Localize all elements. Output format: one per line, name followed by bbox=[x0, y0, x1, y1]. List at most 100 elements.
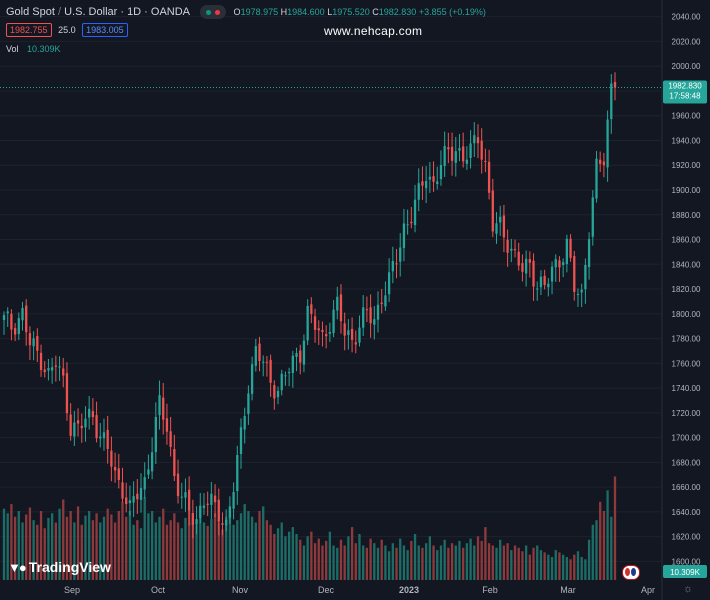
volume-bar bbox=[173, 513, 176, 580]
y-tick-label: 1720.00 bbox=[672, 409, 701, 418]
volume-bar bbox=[365, 547, 369, 580]
country-flag-icon[interactable] bbox=[622, 565, 640, 580]
candle-body bbox=[110, 450, 113, 467]
volume-bar bbox=[43, 528, 46, 580]
volume-bar bbox=[291, 527, 294, 580]
volume-bar bbox=[476, 536, 480, 580]
volume-bar bbox=[591, 524, 594, 580]
tradingview-logo[interactable]: ▼● TradingView bbox=[8, 559, 111, 575]
y-tick-label: 1820.00 bbox=[672, 285, 701, 294]
time-axis[interactable]: Sep Oct Nov Dec 2023 Feb Mar Apr bbox=[64, 585, 655, 595]
volume-bar bbox=[458, 540, 461, 580]
candle-body bbox=[473, 135, 476, 144]
candle-body bbox=[262, 361, 265, 363]
candle-body bbox=[417, 183, 420, 200]
candle-body bbox=[276, 390, 280, 398]
candle-body bbox=[2, 315, 6, 320]
volume-bar bbox=[524, 545, 528, 580]
volume-legend[interactable]: Vol 10.309K bbox=[6, 44, 61, 54]
volume-bar bbox=[225, 516, 228, 580]
volume-bar bbox=[106, 508, 109, 580]
volume-bar bbox=[587, 539, 591, 580]
settings-gear-icon[interactable]: ☼ bbox=[683, 583, 694, 595]
volume-bar bbox=[432, 545, 435, 580]
symbol-name[interactable]: Gold Spot bbox=[6, 5, 55, 18]
volume-bar bbox=[599, 501, 602, 580]
candle-body bbox=[421, 181, 424, 186]
y-tick-label: 1700.00 bbox=[672, 434, 701, 443]
candle-body bbox=[25, 305, 28, 333]
symbol-quote[interactable]: U.S. Dollar · 1D · OANDA bbox=[64, 5, 190, 18]
candle-body bbox=[365, 309, 369, 311]
volume-bar bbox=[350, 527, 354, 580]
volume-bar bbox=[332, 545, 335, 580]
y-tick-label: 2020.00 bbox=[672, 37, 701, 46]
volume-bar bbox=[380, 539, 383, 580]
volume-bar bbox=[610, 516, 613, 580]
last-price-label: 1982.830 17:58:48 bbox=[663, 80, 707, 104]
x-tick-label: Feb bbox=[482, 585, 498, 595]
candle-body bbox=[343, 323, 346, 336]
y-tick-label: 1920.00 bbox=[672, 161, 701, 170]
volume-bar bbox=[217, 522, 220, 580]
volume-bar bbox=[176, 522, 180, 580]
volume-bar bbox=[99, 522, 102, 580]
y-tick-label: 1620.00 bbox=[672, 533, 701, 542]
candle-body bbox=[243, 416, 246, 430]
candle-body bbox=[310, 304, 313, 314]
volume-bar bbox=[143, 497, 146, 580]
volume-bar bbox=[47, 517, 50, 580]
volume-bar bbox=[139, 528, 143, 580]
candle-body bbox=[469, 143, 472, 158]
volume-bar bbox=[2, 508, 6, 580]
candle-body bbox=[595, 158, 598, 199]
volume-bar bbox=[521, 551, 524, 580]
candle-body bbox=[513, 249, 517, 251]
candle-body bbox=[43, 369, 46, 373]
volume-bar bbox=[510, 550, 513, 580]
volume-bar bbox=[299, 539, 302, 580]
candle-body bbox=[6, 311, 9, 314]
candle-body bbox=[380, 302, 383, 305]
candle-body bbox=[247, 393, 250, 415]
volume-bar bbox=[306, 536, 309, 580]
volume-bar bbox=[399, 538, 402, 580]
volume-bar bbox=[376, 547, 380, 580]
volume-bar bbox=[191, 520, 195, 580]
volume-bar bbox=[454, 545, 457, 580]
volume-bar bbox=[269, 524, 272, 580]
candle-body bbox=[432, 176, 435, 182]
ohlc-values: O1978.975 H1984.600 L1975.520 C1982.830 … bbox=[233, 6, 486, 17]
candle-body bbox=[347, 330, 350, 335]
candle-body bbox=[154, 416, 157, 453]
candle-body bbox=[287, 372, 291, 374]
candle-body bbox=[439, 165, 443, 180]
volume-bar bbox=[136, 520, 139, 580]
candle-body bbox=[169, 431, 172, 447]
x-tick-label: Apr bbox=[641, 585, 655, 595]
candle-body bbox=[217, 499, 220, 522]
y-tick-label: 1740.00 bbox=[672, 384, 701, 393]
candle-body bbox=[295, 352, 298, 357]
ask-button[interactable]: 1983.005 bbox=[82, 23, 128, 37]
volume-bar bbox=[247, 511, 250, 580]
candle-body bbox=[436, 181, 439, 184]
x-tick-label: Mar bbox=[560, 585, 576, 595]
y-tick-label: 1860.00 bbox=[672, 236, 701, 245]
market-status-icon[interactable] bbox=[200, 5, 227, 19]
candle-body bbox=[350, 328, 354, 340]
bid-button[interactable]: 1982.755 bbox=[6, 23, 52, 37]
candle-body bbox=[50, 367, 54, 371]
last-price-value: 1982.830 bbox=[668, 81, 702, 90]
volume-bar bbox=[295, 534, 298, 580]
candle-body bbox=[302, 340, 306, 365]
candle-body bbox=[80, 425, 83, 429]
volume-bar bbox=[239, 513, 243, 580]
candle-body bbox=[184, 492, 187, 498]
y-tick-label: 1760.00 bbox=[672, 359, 701, 368]
volume-bar bbox=[121, 501, 124, 580]
volume-bar bbox=[54, 522, 57, 580]
candle-body bbox=[410, 221, 413, 224]
candle-body bbox=[528, 259, 531, 263]
